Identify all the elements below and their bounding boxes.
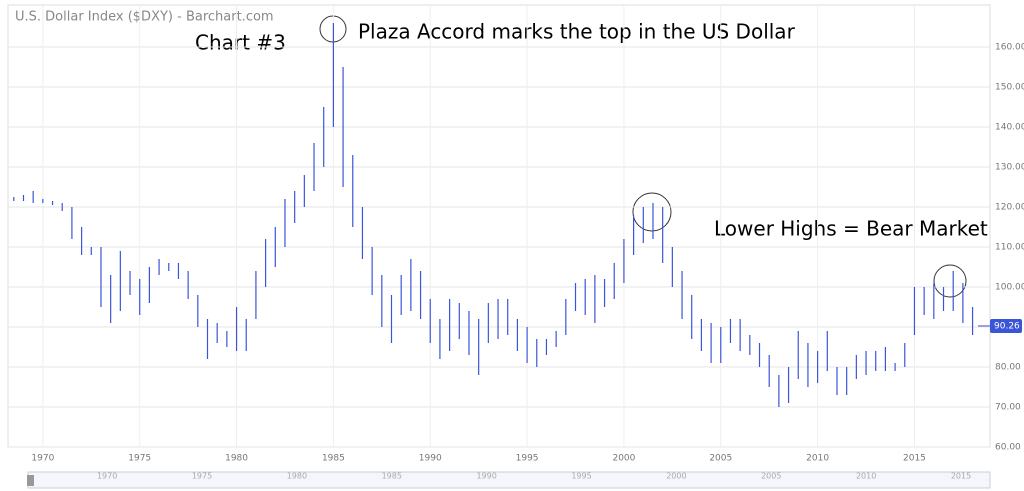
navigator-label: 1985 [382, 472, 402, 481]
x-tick-label: 2010 [806, 454, 829, 464]
navigator-label: 1975 [192, 472, 212, 481]
y-tick-label: 80.00 [995, 363, 1021, 373]
y-tick-label: 150.00 [995, 83, 1024, 93]
y-tick-label: 160.00 [995, 43, 1024, 53]
navigator-label: 1995 [571, 472, 591, 481]
navigator-label: 2010 [856, 472, 876, 481]
chart-title: U.S. Dollar Index ($DXY) - Barchart.com [15, 10, 274, 25]
x-tick-label: 1980 [225, 454, 248, 464]
y-tick-label: 110.00 [995, 243, 1024, 253]
annotation: Plaza Accord marks the top in the US Dol… [358, 20, 796, 44]
navigator-handle[interactable] [27, 475, 34, 486]
x-tick-label: 2015 [903, 454, 926, 464]
y-tick-label: 70.00 [995, 403, 1021, 413]
plot-area [7, 4, 991, 448]
y-tick-label: 100.00 [995, 283, 1024, 293]
navigator[interactable] [27, 471, 991, 489]
x-tick-label: 1990 [419, 454, 442, 464]
navigator-label: 2005 [761, 472, 781, 481]
annotation: Chart #3 [195, 31, 286, 55]
x-tick-label: 1985 [322, 454, 345, 464]
navigator-label: 2000 [666, 472, 686, 481]
navigator-label: 1980 [287, 472, 307, 481]
y-tick-label: 120.00 [995, 203, 1024, 213]
x-tick-label: 1975 [128, 454, 151, 464]
navigator-label: 1990 [476, 472, 496, 481]
navigator-label: 1970 [97, 472, 117, 481]
annotation: Lower Highs = Bear Market [714, 217, 988, 241]
last-value-label: 90.26 [994, 321, 1020, 331]
x-tick-label: 1970 [31, 454, 54, 464]
highlight-circle [632, 192, 672, 232]
y-tick-label: 130.00 [995, 163, 1024, 173]
x-tick-label: 1995 [516, 454, 539, 464]
navigator-label: 2015 [951, 472, 971, 481]
x-tick-label: 2005 [709, 454, 732, 464]
x-tick-label: 2000 [612, 454, 635, 464]
y-tick-label: 140.00 [995, 123, 1024, 133]
last-value-box [990, 318, 1022, 333]
y-tick-label: 60.00 [995, 443, 1021, 453]
highlight-circle [933, 264, 967, 298]
marks: 90.26 [13, 23, 1022, 407]
